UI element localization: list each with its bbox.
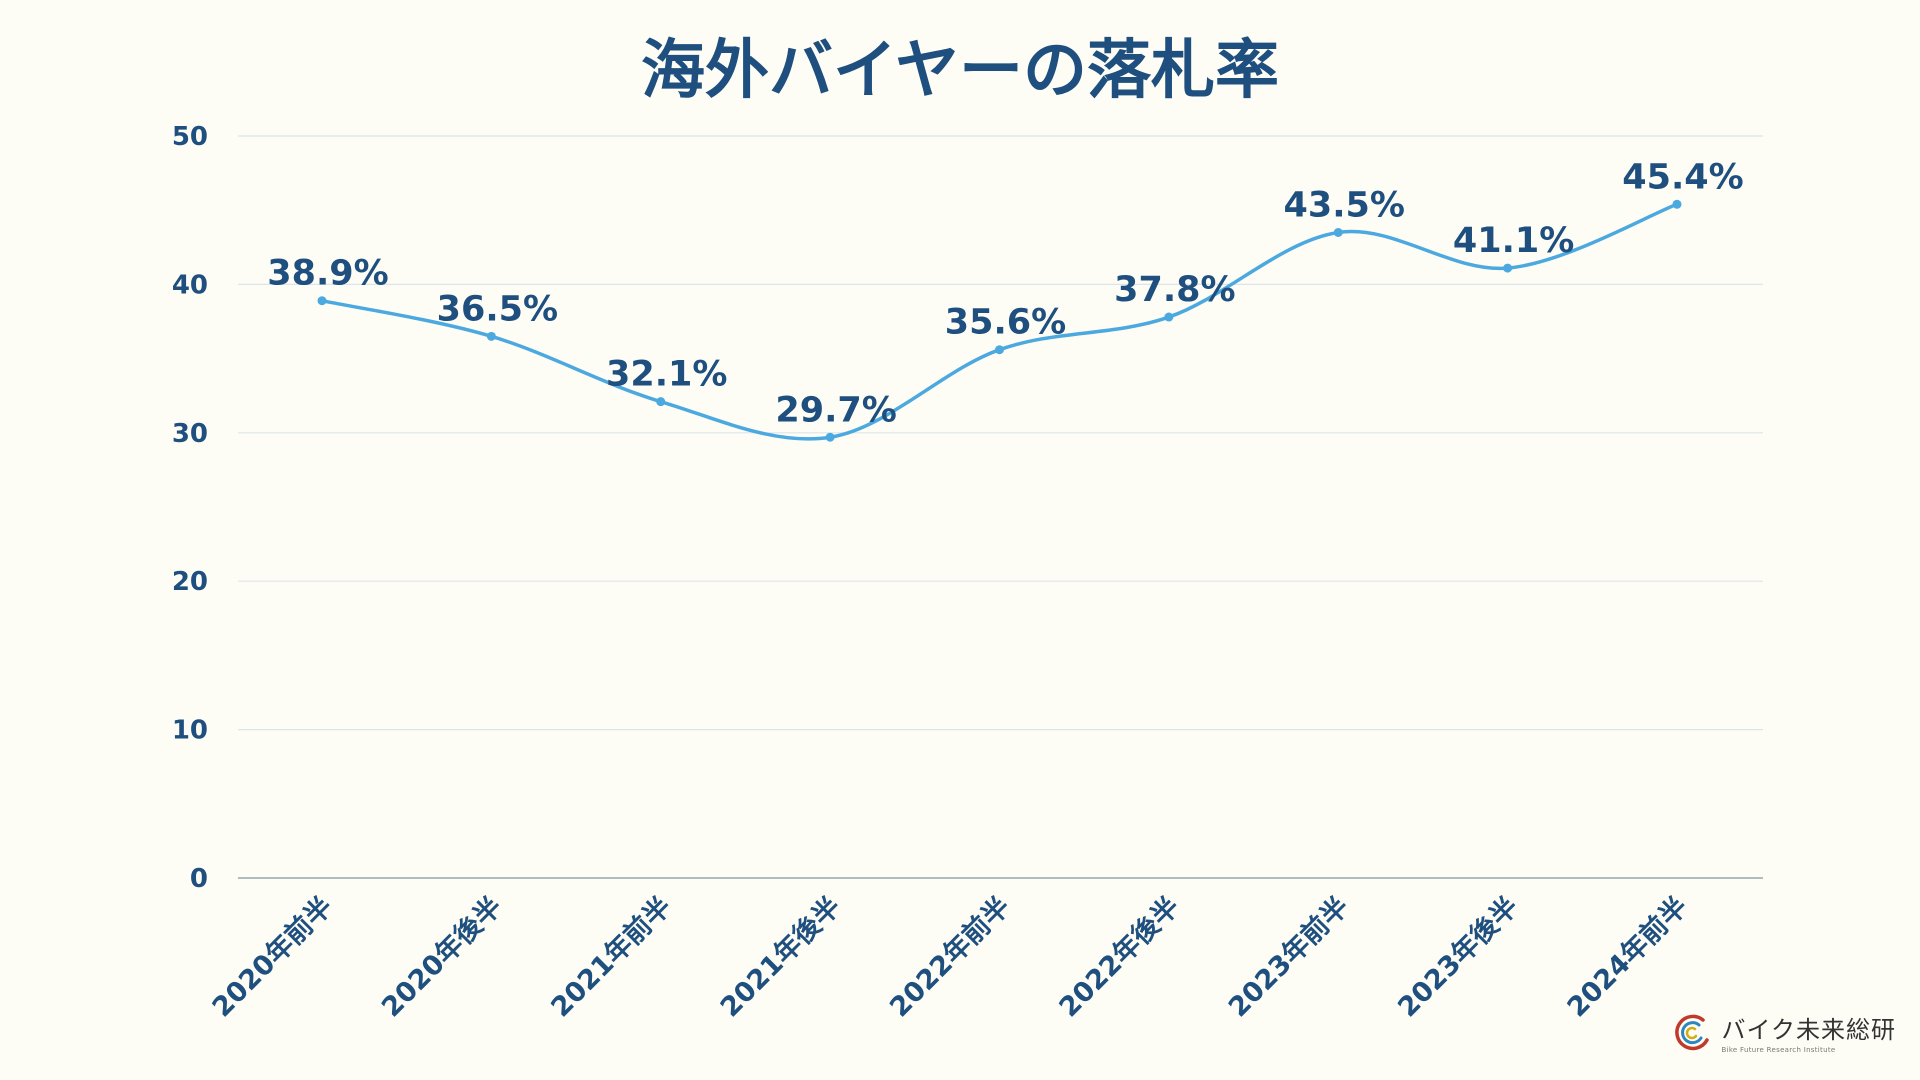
x-tick-label: 2021年前半 <box>545 890 678 1023</box>
data-label: 38.9% <box>267 254 388 294</box>
x-tick-label: 2021年後半 <box>714 890 847 1023</box>
data-label: 35.6% <box>945 303 1066 343</box>
x-tick-label: 2020年後半 <box>375 890 508 1023</box>
data-points <box>317 199 1682 442</box>
data-point <box>486 331 496 341</box>
data-label: 37.8% <box>1114 270 1235 310</box>
logo-text: バイク未来総研 <box>1721 1016 1896 1044</box>
data-point <box>1503 263 1513 273</box>
y-tick-label: 50 <box>172 122 208 152</box>
data-point <box>1164 312 1174 322</box>
data-label: 41.1% <box>1453 221 1574 261</box>
grid-lines <box>238 135 1763 731</box>
data-point <box>656 397 666 407</box>
y-tick-label: 10 <box>172 716 208 746</box>
x-axis: 2020年前半 2020年後半 2021年前半 2021年後半 2022年前半 2022年… <box>206 890 1694 1023</box>
data-label: 43.5% <box>1284 185 1405 225</box>
data-point <box>1333 227 1343 237</box>
y-tick-label: 40 <box>172 270 208 300</box>
x-tick-label: 2020年前半 <box>206 890 339 1023</box>
data-labels: 38.9% 36.5% 32.1% 29.7% 35.6% 37.8% 43.5% 41.1%… <box>267 157 1743 430</box>
y-axis: 0 10 20 30 40 50 <box>172 122 1763 894</box>
data-point <box>995 345 1004 355</box>
x-tick-label: 2022年後半 <box>1053 890 1186 1023</box>
data-label: 45.4% <box>1622 157 1743 197</box>
x-tick-label: 2023年前半 <box>1222 890 1355 1023</box>
x-tick-label: 2022年前半 <box>883 890 1016 1023</box>
y-tick-label: 30 <box>172 419 208 449</box>
data-label: 29.7% <box>775 390 896 430</box>
data-label: 32.1% <box>606 355 727 395</box>
brand-logo: バイク未来総研 Bike Future Research Institute <box>1673 1010 1896 1054</box>
chart-title: 海外バイヤーの落札率 <box>641 34 1279 108</box>
x-tick-label: 2023年後半 <box>1392 890 1525 1023</box>
y-tick-label: 20 <box>172 567 208 597</box>
data-point <box>825 432 835 442</box>
data-label: 36.5% <box>437 289 558 329</box>
logo-subtext: Bike Future Research Institute <box>1721 1046 1836 1054</box>
data-point <box>1672 199 1682 209</box>
bike-future-logo-icon <box>1675 1014 1710 1051</box>
x-tick-label: 2024年前半 <box>1561 890 1694 1023</box>
y-tick-label: 0 <box>190 864 208 894</box>
data-point <box>317 296 327 306</box>
